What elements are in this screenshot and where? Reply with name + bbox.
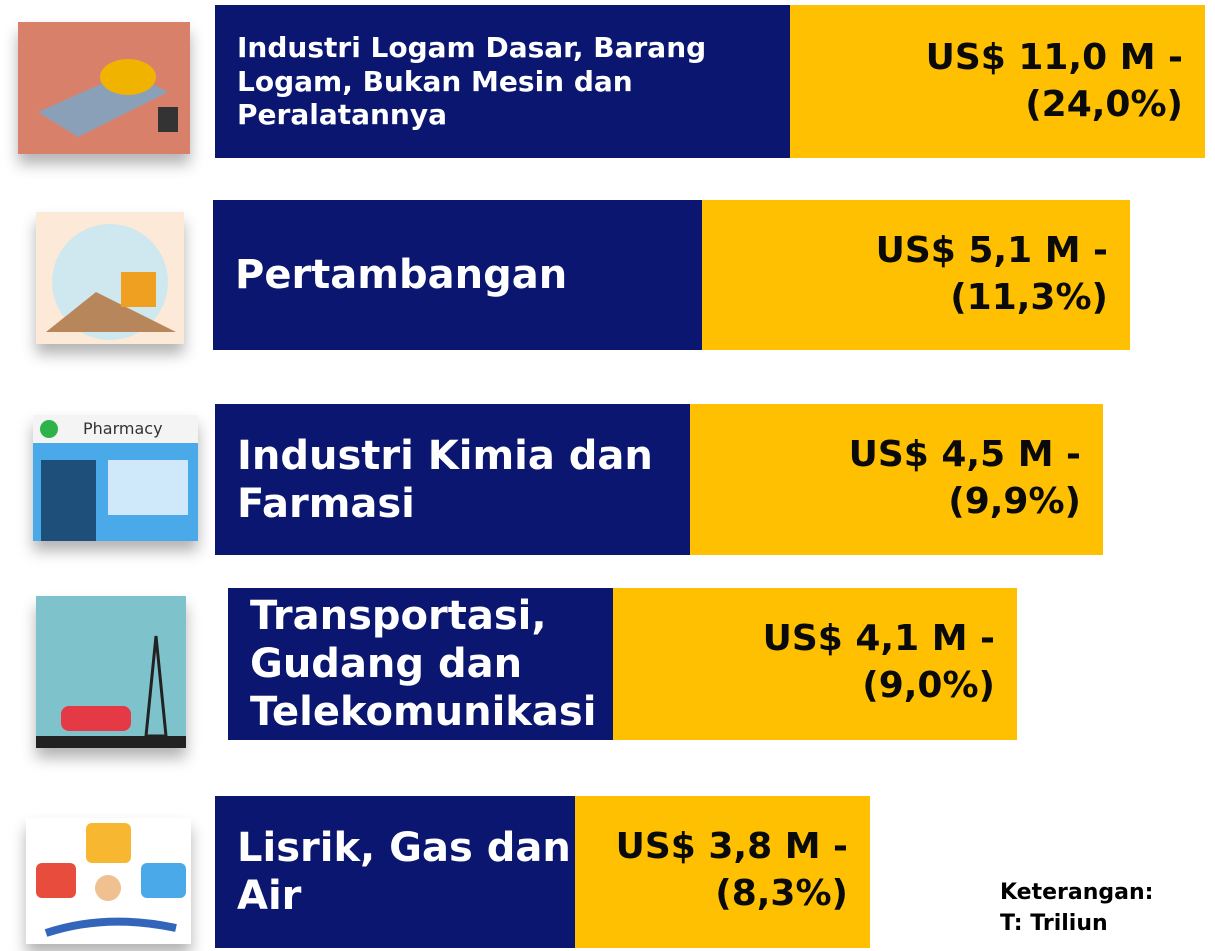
share: (8,3%) — [715, 872, 848, 914]
label: Industri Kimia dan Farmasi — [237, 432, 653, 527]
value: US$ 4,5 M - — [848, 434, 1081, 475]
share: (9,9%) — [948, 480, 1081, 522]
label: Lisrik, Gas dan Air — [237, 825, 571, 919]
note-title: Keterangan: — [1000, 880, 1154, 905]
row: Pertambangan US$ 5,1 M - (11,3%) — [213, 200, 1130, 350]
share: (11,3%) — [950, 276, 1108, 318]
row: Lisrik, Gas dan Air US$ 3,8 M - (8,3%) — [215, 796, 870, 948]
icon-telecom — [36, 596, 186, 748]
label: Transportasi, Gudang dan Telekomunikasi — [250, 593, 597, 735]
icon-pharmacy: Pharmacy — [33, 415, 198, 541]
icon-utilities — [26, 818, 191, 944]
value-box: US$ 3,8 M - (8,3%) — [575, 796, 870, 948]
value-box: US$ 4,1 M - (9,0%) — [613, 588, 1017, 740]
value-box: US$ 11,0 M - (24,0%) — [790, 5, 1205, 158]
note-line: T: Triliun — [1000, 910, 1108, 936]
icon-mining — [36, 212, 184, 344]
icon-industry — [18, 22, 190, 154]
value: US$ 3,8 M - — [615, 826, 848, 867]
label-box: Industri Logam Dasar, Barang Logam, Buka… — [215, 5, 790, 158]
share: (9,0%) — [862, 664, 995, 706]
icon-label: Pharmacy — [83, 419, 163, 438]
label-box: Transportasi, Gudang dan Telekomunikasi — [228, 588, 613, 740]
label: Industri Logam Dasar, Barang Logam, Buka… — [237, 31, 707, 132]
note: Keterangan: T: Triliun — [1000, 878, 1153, 940]
value: US$ 5,1 M - — [875, 230, 1108, 271]
label-box: Industri Kimia dan Farmasi — [215, 404, 690, 555]
label-box: Lisrik, Gas dan Air — [215, 796, 575, 948]
label: Pertambangan — [235, 252, 568, 298]
row: Industri Kimia dan Farmasi US$ 4,5 M - (9,… — [215, 404, 1103, 555]
row: Transportasi, Gudang dan Telekomunikasi U… — [228, 588, 1017, 740]
row: Industri Logam Dasar, Barang Logam, Buka… — [215, 5, 1205, 158]
value: US$ 4,1 M - — [762, 618, 995, 659]
value: US$ 11,0 M - — [925, 37, 1183, 78]
value-box: US$ 4,5 M - (9,9%) — [690, 404, 1103, 555]
value-box: US$ 5,1 M - (11,3%) — [702, 200, 1130, 350]
share: (24,0%) — [1025, 83, 1183, 125]
label-box: Pertambangan — [213, 200, 702, 350]
